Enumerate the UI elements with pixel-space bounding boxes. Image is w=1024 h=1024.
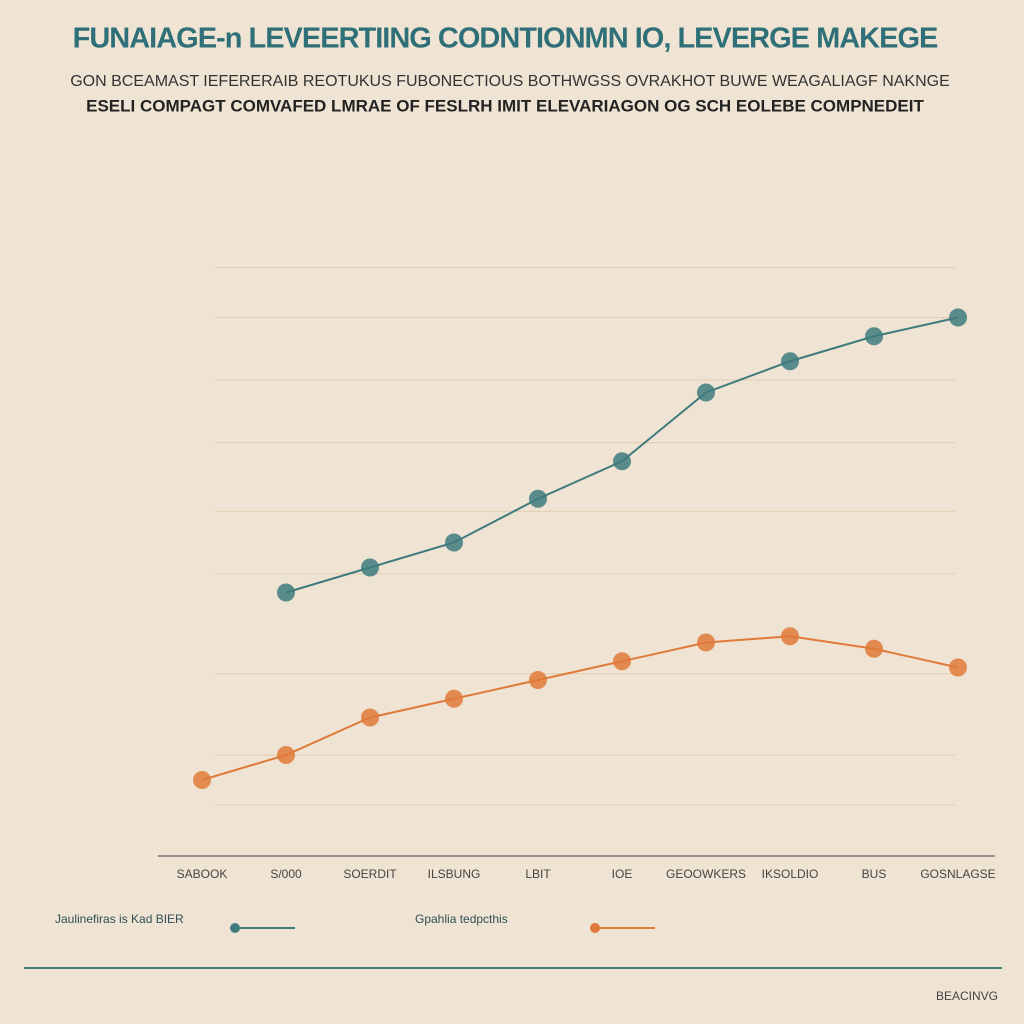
data-point — [445, 533, 463, 552]
data-point — [697, 383, 715, 402]
chart-subtitle: GON BCEAMAST IEFERERAIB REOTUKUS FUBONEC… — [70, 73, 950, 90]
data-point — [865, 327, 883, 346]
data-point — [613, 452, 631, 471]
x-tick-label: GEOOWKERS — [666, 867, 746, 881]
data-point — [529, 489, 547, 508]
data-point — [361, 708, 379, 727]
data-point — [445, 689, 463, 708]
series-line — [201, 635, 959, 781]
data-point — [361, 558, 379, 577]
legend-marker — [590, 923, 600, 933]
footer: BEACINVG — [936, 989, 998, 1003]
data-point — [277, 583, 295, 602]
x-tick-label: IOE — [612, 867, 633, 881]
legend-marker — [230, 923, 240, 933]
x-tick-label: BUS — [862, 867, 887, 881]
x-tick-label: SABOOK — [177, 867, 228, 881]
data-point — [949, 658, 967, 677]
data-point — [529, 671, 547, 689]
x-tick-label: SOERDIT — [343, 867, 397, 881]
chart-title: FUNAIAGE-n LEVEERTIING CODNTIONMN IO, LE… — [73, 23, 938, 55]
data-point — [865, 639, 883, 658]
data-point — [781, 352, 799, 371]
x-tick-label: ILSBUNG — [428, 867, 481, 881]
x-tick-label: GOSNLAGSE — [920, 867, 995, 881]
x-tick-label: IKSOLDIO — [762, 867, 819, 881]
data-point — [277, 746, 295, 764]
x-tick-label: LBIT — [525, 867, 551, 881]
data-point — [697, 633, 715, 652]
legend-label: Jaulinefiras is Kad BIER — [55, 912, 184, 926]
chart-subtitle: ESELI COMPAGT COMVAFED LMRAE OF FESLRH I… — [86, 96, 924, 115]
data-point — [613, 652, 631, 671]
legend-label: Gpahlia tedpcthis — [415, 912, 508, 926]
data-point — [193, 771, 211, 789]
data-point — [781, 627, 799, 646]
data-point — [949, 308, 967, 327]
x-tick-label: S/000 — [270, 867, 302, 881]
